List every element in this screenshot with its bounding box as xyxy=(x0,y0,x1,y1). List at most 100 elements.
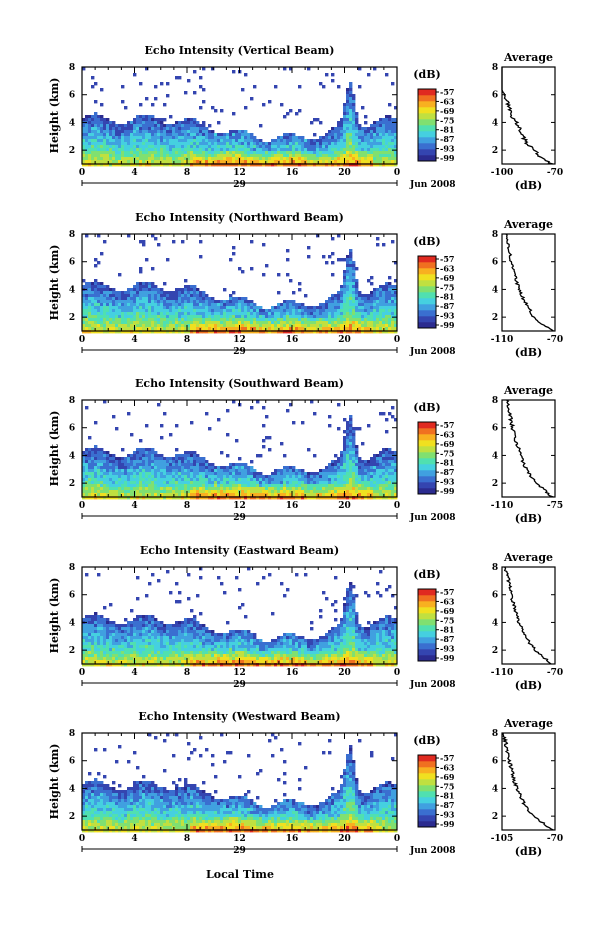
colorbar-tick-label: -93 xyxy=(440,477,455,487)
profile-frame xyxy=(501,732,556,831)
panel-title: Echo Intensity (Westward Beam) xyxy=(138,710,340,723)
x-axis-label: Local Time xyxy=(206,868,274,881)
colorbar-tick-label: -99 xyxy=(440,653,455,663)
colorbar-swatch xyxy=(418,458,436,465)
profile-x-label: (dB) xyxy=(515,679,542,692)
colorbar-tick-label: -69 xyxy=(440,439,455,449)
panel-2: Echo Intensity (Northward Beam) 2 4 6 8 Heigh… xyxy=(48,211,563,359)
colorbar-frame xyxy=(417,588,437,662)
colorbar-frame xyxy=(417,255,437,329)
profile-x-tick-label: -110 xyxy=(491,335,514,345)
profile-frame xyxy=(501,566,556,665)
panel-title: Echo Intensity (Southward Beam) xyxy=(135,377,344,390)
x-tick-label: 16 xyxy=(286,668,299,678)
colorbar-swatch xyxy=(418,155,436,162)
colorbar-swatch xyxy=(418,107,436,114)
y-tick-label: 2 xyxy=(69,812,75,822)
y-tick-label: 6 xyxy=(69,258,75,268)
profile-x-tick-label: -70 xyxy=(547,168,563,178)
profile-frame xyxy=(501,233,556,332)
colorbar-tick-label: -75 xyxy=(440,115,454,125)
colorbar-tick-label: -63 xyxy=(440,596,455,606)
colorbar-swatch xyxy=(418,643,436,650)
profile-title: Average xyxy=(503,717,553,730)
profile-x-tick-label: -110 xyxy=(491,668,514,678)
colorbar-tick-label: -81 xyxy=(440,791,454,801)
colorbar-swatch xyxy=(418,440,436,447)
colorbar-tick-label: -69 xyxy=(440,772,455,782)
profile-y-tick-label: 4 xyxy=(492,784,498,794)
colorbar-swatch xyxy=(418,137,436,144)
colorbar-tick-label: -63 xyxy=(440,762,455,772)
colorbar-swatch xyxy=(418,779,436,786)
reflectivity-heatmap xyxy=(82,400,398,500)
x-tick-label: 8 xyxy=(184,834,190,844)
colorbar-swatch xyxy=(418,631,436,638)
profile-x-label: (dB) xyxy=(515,179,542,192)
colorbar-swatch xyxy=(418,803,436,810)
y-tick-label: 6 xyxy=(69,91,75,101)
profile-y-tick-label: 6 xyxy=(492,591,498,601)
x-tick-label: 16 xyxy=(286,335,299,345)
y-axis-label: Height (km) xyxy=(48,245,61,321)
profile-y-tick-label: 8 xyxy=(492,63,498,73)
colorbar-swatch xyxy=(418,292,436,299)
y-tick-label: 8 xyxy=(69,230,75,240)
colorbar-tick-label: -87 xyxy=(440,134,454,144)
profile-y-tick-label: 6 xyxy=(492,91,498,101)
day-label: 29 xyxy=(233,680,246,690)
panel-3: Echo Intensity (Southward Beam) 2 4 6 8 Heigh… xyxy=(48,377,563,525)
y-tick-label: 4 xyxy=(69,285,75,295)
profile-frame xyxy=(501,399,556,498)
colorbar-swatch xyxy=(418,607,436,614)
colorbar-swatch xyxy=(418,101,436,108)
colorbar-swatch xyxy=(418,637,436,644)
panel-5: Echo Intensity (Westward Beam) 2 4 6 8 Height… xyxy=(48,710,563,858)
colorbar-tick-label: -93 xyxy=(440,144,455,154)
colorbar-tick-label: -63 xyxy=(440,96,455,106)
colorbar-tick-label: -99 xyxy=(440,320,455,330)
x-tick-label: 20 xyxy=(338,668,351,678)
colorbar-swatch xyxy=(418,809,436,816)
x-tick-label: 12 xyxy=(233,668,246,678)
colorbar-tick-label: -75 xyxy=(440,282,454,292)
profile-y-tick-label: 2 xyxy=(492,146,498,156)
colorbar-swatch xyxy=(418,89,436,96)
colorbar-swatch xyxy=(418,625,436,632)
colorbar-tick-label: -69 xyxy=(440,106,455,116)
profile-y-tick-label: 8 xyxy=(492,729,498,739)
colorbar-swatch xyxy=(418,280,436,287)
colorbar-unit: (dB) xyxy=(413,68,440,81)
colorbar-tick-label: -69 xyxy=(440,606,455,616)
panel-title: Echo Intensity (Northward Beam) xyxy=(135,211,344,224)
colorbar-tick-label: -57 xyxy=(440,254,454,264)
profile-title: Average xyxy=(503,218,553,231)
colorbar-swatch xyxy=(418,274,436,281)
colorbar-swatch xyxy=(418,755,436,762)
profile-x-label: (dB) xyxy=(515,512,542,525)
x-tick-label: 0 xyxy=(394,168,400,178)
colorbar-tick-label: -81 xyxy=(440,625,454,635)
y-tick-label: 6 xyxy=(69,424,75,434)
x-tick-label: 4 xyxy=(131,834,137,844)
colorbar-swatch xyxy=(418,262,436,269)
profile-y-tick-label: 2 xyxy=(492,812,498,822)
colorbar-tick-label: -81 xyxy=(440,458,454,468)
y-tick-label: 2 xyxy=(69,146,75,156)
colorbar-swatch xyxy=(418,131,436,138)
colorbar-swatch xyxy=(418,785,436,792)
profile-line xyxy=(503,566,552,665)
colorbar-swatch xyxy=(418,268,436,275)
colorbar-tick-label: -63 xyxy=(440,263,455,273)
x-tick-label: 4 xyxy=(131,501,137,511)
colorbar-tick-label: -57 xyxy=(440,753,454,763)
y-tick-label: 4 xyxy=(69,118,75,128)
colorbar-swatch xyxy=(418,791,436,798)
day-label: 29 xyxy=(233,347,246,357)
x-tick-label: 0 xyxy=(394,501,400,511)
profile-x-label: (dB) xyxy=(515,346,542,359)
colorbar-tick-label: -57 xyxy=(440,587,454,597)
colorbar-tick-label: -81 xyxy=(440,125,454,135)
x-tick-label: 0 xyxy=(394,668,400,678)
